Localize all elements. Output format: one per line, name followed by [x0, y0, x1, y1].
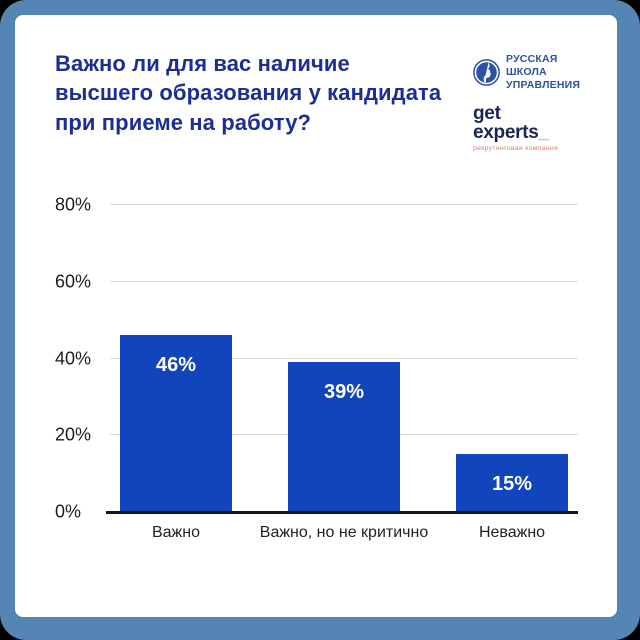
x-label-slot: Важно, но не критично	[260, 524, 428, 542]
y-tick-label: 40%	[55, 348, 92, 368]
gridline	[110, 204, 578, 205]
bar-1: 46%	[120, 335, 232, 512]
rsu-logo-text: РУССКАЯ ШКОЛА УПРАВЛЕНИЯ	[506, 53, 580, 91]
bar-value-label: 15%	[491, 473, 533, 496]
logo-group: РУССКАЯ ШКОЛА УПРАВЛЕНИЯ get experts_ ре…	[473, 53, 581, 152]
y-tick-label: 80%	[55, 194, 92, 215]
get-experts-logo: get experts_ рекрутинговая компания	[473, 104, 581, 152]
rsu-line-3: УПРАВЛЕНИЯ	[506, 78, 581, 91]
bar-value-label: 39%	[323, 381, 365, 404]
rsu-line-2: ШКОЛА	[506, 65, 547, 78]
y-tick-label: 60%	[55, 271, 92, 292]
rsu-logo: РУССКАЯ ШКОЛА УПРАВЛЕНИЯ	[473, 53, 580, 91]
get-experts-wordmark: get experts_	[473, 104, 581, 142]
rsu-line-1: РУССКАЯ	[506, 53, 558, 65]
x-category-label: Важно, но не критично	[259, 524, 429, 541]
bars-container: 46% 39% 15%	[110, 205, 578, 512]
bar-chart: 0% 20% 40% 60% 80% 46% 39% 15% Важно Важно, но …	[55, 195, 578, 541]
bar-3: 15%	[456, 454, 568, 512]
get-experts-tagline: рекрутинговая компания	[473, 145, 559, 153]
get-experts-underscore: _	[538, 122, 550, 144]
gridline	[110, 280, 578, 282]
gridline	[110, 357, 578, 359]
infographic-card: Важно ли для вас наличие высшего образов…	[15, 15, 617, 617]
bar-value-label: 46%	[155, 354, 197, 377]
x-axis-category-labels: Важно Важно, но не критично Неважно	[110, 524, 578, 542]
x-category-label: Важно	[151, 524, 200, 541]
x-label-slot: Важно	[120, 524, 232, 542]
y-tick-label: 20%	[55, 424, 92, 445]
get-experts-name: get experts	[473, 103, 539, 144]
y-tick-label: 0%	[55, 501, 82, 522]
x-category-label: Неважно	[478, 524, 546, 541]
rsu-face-icon	[473, 58, 500, 86]
plot-area: 46% 39% 15%	[106, 204, 578, 514]
x-label-slot: Неважно	[456, 524, 568, 542]
page-title: Важно ли для вас наличие высшего образов…	[55, 51, 442, 135]
bar-2: 39%	[288, 362, 400, 512]
x-axis-line	[106, 511, 578, 514]
